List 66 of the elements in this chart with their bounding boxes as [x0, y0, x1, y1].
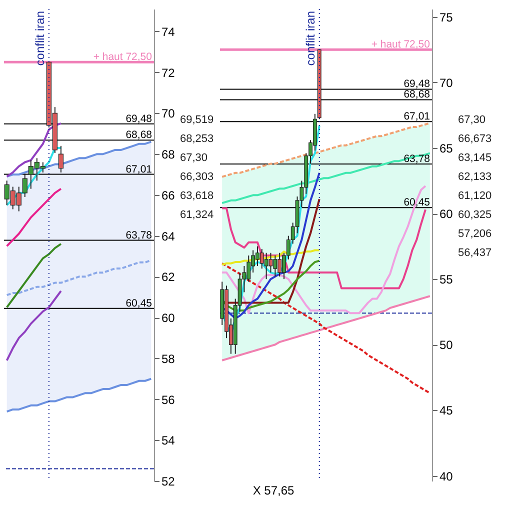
text: 63,618 — [180, 190, 214, 202]
text: 61,120 — [458, 190, 492, 202]
text: 66,673 — [458, 132, 492, 145]
y-tick-label: 66 — [162, 188, 176, 202]
y-tick-label: 60 — [440, 207, 454, 222]
y-tick-label: 62 — [162, 270, 176, 284]
y-tick-label: 75 — [440, 10, 454, 24]
ref-line-label: 67,01 — [404, 110, 430, 123]
line-series — [6, 242, 62, 308]
text: 68,253 — [180, 132, 214, 145]
y-tick-label: 72 — [162, 66, 176, 80]
ref-line-label: 60,45 — [126, 297, 152, 310]
ref-line-label: 68,68 — [126, 129, 152, 142]
line-series — [6, 259, 152, 296]
x-axis-title: X 57,65 — [252, 484, 295, 498]
y-tick-label: 74 — [162, 24, 176, 39]
line-series — [221, 295, 431, 362]
text: 56,437 — [458, 246, 492, 259]
ref-line-label: + haut 72,50 — [371, 38, 430, 51]
text: 60,325 — [458, 208, 492, 221]
text: 63,145 — [458, 152, 492, 164]
line-series — [6, 378, 152, 413]
text: 61,324 — [180, 208, 214, 221]
y-tick-label: 58 — [162, 352, 176, 366]
candlestick — [273, 254, 278, 277]
line-series — [221, 122, 431, 178]
ref-line-label: + haut 72,50 — [93, 51, 152, 64]
text: 57,206 — [458, 228, 492, 240]
ref-line-label: 68,68 — [404, 88, 430, 101]
text: 62,133 — [458, 170, 492, 183]
line-series — [6, 122, 62, 178]
ref-line-label: 69,48 — [126, 112, 152, 125]
line-series — [221, 172, 320, 320]
y-tick-label: 70 — [440, 76, 454, 90]
y-tick-label: 64 — [162, 229, 176, 244]
text: 66,303 — [180, 170, 214, 183]
line-series — [221, 262, 431, 394]
y-tick-label: 68 — [162, 148, 176, 162]
y-tick-label: 40 — [440, 469, 454, 484]
y-tick-label: 52 — [162, 474, 176, 488]
annotation: conflit iran — [32, 11, 47, 66]
annotation: conflit iran — [303, 11, 318, 66]
candlestick — [58, 145, 64, 173]
y-tick-label: 55 — [440, 272, 454, 287]
candlestick — [264, 252, 268, 280]
ref-line-label: 69,48 — [404, 78, 430, 90]
ref-line-label: 60,45 — [404, 196, 430, 209]
y-tick-label: 50 — [440, 338, 454, 352]
ref-line-label: 63,78 — [404, 152, 430, 165]
line-series — [6, 290, 62, 362]
y-tick-label: 70 — [162, 106, 176, 121]
y-tick-label: 60 — [162, 311, 176, 326]
ref-line-label: 67,01 — [126, 163, 152, 176]
line-series — [221, 207, 426, 290]
line-series — [6, 140, 152, 178]
candlestick — [268, 252, 273, 274]
text: 67,30 — [180, 152, 208, 164]
line-series — [6, 188, 62, 248]
text: 69,519 — [180, 114, 214, 126]
y-tick-label: 54 — [162, 434, 176, 448]
ref-line-label: 63,78 — [126, 229, 152, 242]
y-tick-label: 45 — [440, 404, 454, 418]
y-tick-label: 65 — [440, 141, 454, 156]
line-series — [6, 146, 62, 206]
text: 67,30 — [458, 114, 486, 126]
y-tick-label: 56 — [162, 392, 176, 407]
